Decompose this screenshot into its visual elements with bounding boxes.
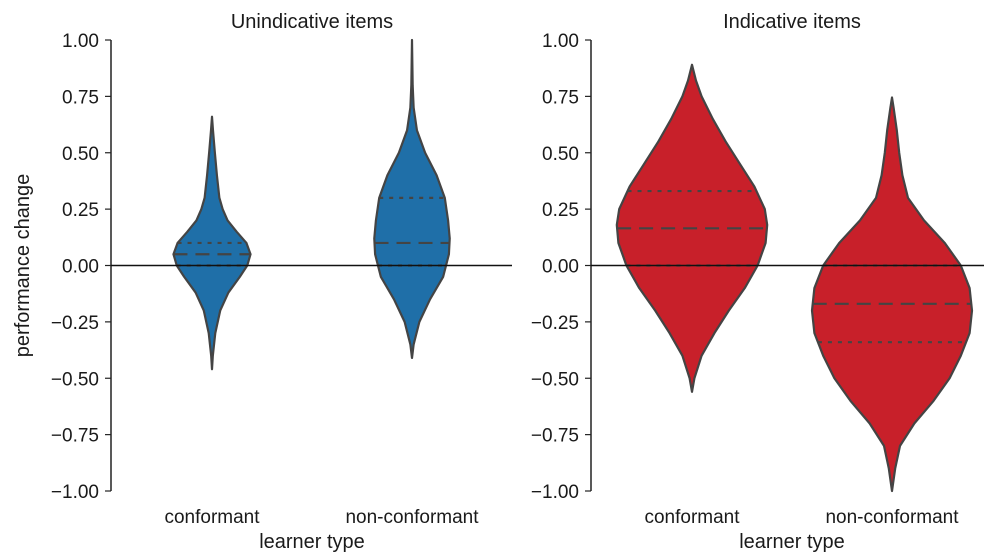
y-tick-label: −0.75 <box>531 426 579 447</box>
y-tick-label: 0.00 <box>542 257 579 278</box>
violin-non-conformant <box>810 96 974 493</box>
x-tick-label: conformant <box>644 507 740 528</box>
y-tick-label: −0.50 <box>51 369 99 390</box>
y-tick-label: 0.50 <box>62 144 99 165</box>
y-tick-label: −0.25 <box>51 313 99 334</box>
y-tick-label: 0.25 <box>542 200 579 221</box>
y-tick-label: 0.00 <box>62 257 99 278</box>
y-tick-label: −0.25 <box>531 313 579 334</box>
x-tick-label: non-conformant <box>825 507 959 528</box>
panel-unindicative: Unindicative items 1.00 0.75 0.50 0.25 0.00 −0… <box>12 11 512 553</box>
panel-indicative: Indicative items 1.00 0.75 0.50 0.25 0.00 −0.2… <box>531 11 984 553</box>
violin-conformant <box>172 115 252 371</box>
panel-title: Indicative items <box>723 11 861 33</box>
x-axis-label: learner type <box>739 531 845 553</box>
y-tick-label: 0.50 <box>542 144 579 165</box>
y-tick-label: 1.00 <box>62 31 99 52</box>
y-tick-label: 1.00 <box>542 31 579 52</box>
violin-non-conformant <box>373 38 451 360</box>
x-tick-label: conformant <box>164 507 260 528</box>
y-tick-label: −1.00 <box>531 482 579 503</box>
x-tick-label: non-conformant <box>345 507 479 528</box>
y-tick-label: −1.00 <box>51 482 99 503</box>
y-tick-label: 0.75 <box>542 87 579 108</box>
y-tick-label: 0.75 <box>62 87 99 108</box>
y-tick-label: −0.75 <box>51 426 99 447</box>
panel-title: Unindicative items <box>231 11 393 33</box>
y-axis-label: performance change <box>12 174 34 357</box>
x-axis-label: learner type <box>259 531 365 553</box>
y-tick-label: −0.50 <box>531 369 579 390</box>
y-tick-label: 0.25 <box>62 200 99 221</box>
